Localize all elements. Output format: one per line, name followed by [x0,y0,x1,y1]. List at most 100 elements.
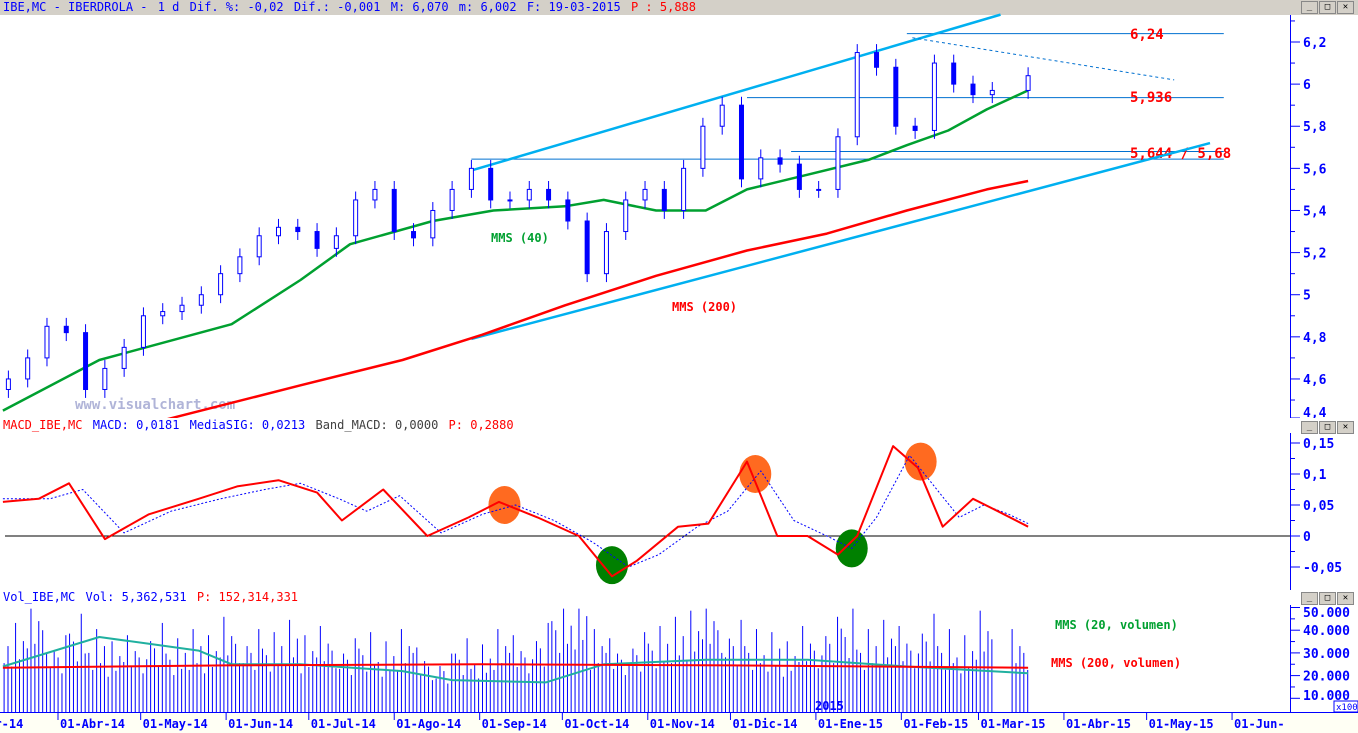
close-button[interactable]: ✕ [1337,1,1354,14]
price-title-bar: IBE,MC - IBERDROLA - 1 d Dif. %: -0,02 D… [0,0,1358,15]
price-axis-line [1290,15,1291,418]
volume-tick-label: 40.000 [1303,624,1350,639]
candle-body [391,188,397,233]
symbol: IBE,MC - IBERDROLA - [3,0,148,14]
candle-body [989,89,995,96]
volume-tick-label: 30.000 [1303,647,1350,662]
close-button[interactable]: ✕ [1337,421,1354,434]
candle-body [796,163,802,190]
macd-value: MACD: 0,0181 [92,418,180,432]
channel-line [471,141,1211,341]
date-label: 01-Ene-15 [818,717,883,731]
candle-body [912,125,918,131]
price-tick-label: 6 [1303,78,1311,93]
macd-tick-label: 0,05 [1303,499,1334,514]
volume-axis-line [1290,604,1291,712]
level-label: 6,24 [1130,27,1164,43]
unit-box [1333,700,1358,713]
candle-body [102,367,108,390]
signal-value: MediaSIG: 0,0213 [189,418,306,432]
candle-body [546,188,552,201]
macd-tick-label: 0 [1303,530,1311,545]
buy-marker [595,546,628,585]
macd-tick-label: 0,15 [1303,437,1334,452]
candle-body [5,378,11,390]
date-label: 01-Jun- [1234,717,1285,731]
candle-body [256,235,262,258]
macd-line [2,445,1029,578]
minimize-button[interactable]: _ [1301,1,1318,14]
candle-body [835,136,841,190]
candle-body [507,199,513,202]
date-label: 01-Mar-15 [981,717,1046,731]
maximize-button[interactable]: □ [1319,421,1336,434]
vol-p: P: 152,314,331 [196,590,299,604]
volume-mms20-line [2,636,1029,684]
price-tick-label: 6,2 [1303,36,1326,51]
candle-body [140,315,146,348]
period: 1 d [157,0,180,14]
candle-body [719,104,725,127]
candle-body [295,226,301,233]
price-tick-label: 5,2 [1303,247,1326,262]
candle-body [449,188,455,211]
candle-body [1025,75,1031,91]
close-button[interactable]: ✕ [1337,592,1354,605]
candle-body [681,167,687,211]
date-label: 01-Abr-15 [1066,717,1131,731]
date-label: 01-Oct-14 [564,717,629,731]
date: F: 19-03-2015 [526,0,621,14]
price-tick-label: 5,8 [1303,120,1327,135]
price-window-buttons: _ □ ✕ [1301,1,1354,14]
maximize-button[interactable]: □ [1319,592,1336,605]
candle-body [179,304,185,313]
candle-body [700,125,706,169]
sell-marker [904,442,937,481]
last-price: P : 5,888 [630,0,696,14]
volume-title-bar: Vol_IBE,MC Vol: 5,362,531 P: 152,314,331 [0,590,1358,605]
candle-body [25,357,31,380]
candle-body [333,235,339,249]
date-label: 01-May-14 [143,717,208,731]
candle-body [951,62,957,85]
candle-body [83,332,89,390]
dif-pct: Dif. %: -0,02 [189,0,284,14]
candle-body [372,188,378,201]
vol-name: Vol_IBE,MC [3,590,76,604]
volume-tick-label: 20.000 [1303,670,1350,685]
macd-window-buttons: _ □ ✕ [1301,421,1354,434]
candle-body [816,188,822,191]
volume-mms20-label: MMS (20, volumen) [1055,618,1178,632]
candle-body [218,273,224,296]
watermark: www.visualchart.com [75,397,235,413]
mms200-line [159,179,1029,423]
candle-body [642,188,648,201]
candle-body [63,325,69,334]
macd-title-bar: MACD_IBE,MC MACD: 0,0181 MediaSIG: 0,021… [0,418,1358,433]
date-label: Mar-14 [0,717,23,731]
dif: Dif.: -0,001 [293,0,381,14]
candle-body [468,167,474,190]
candle-body [931,62,937,131]
candle-body [854,52,860,138]
candle-body [584,220,590,275]
candle-body [353,199,359,237]
candle-body [738,104,744,180]
date-label: 01-Jun-14 [228,717,293,731]
volume-tick-label: 10.000 [1303,689,1350,704]
price-tick-label: 5,4 [1303,204,1327,219]
candle-body [565,199,571,222]
candle-body [488,167,494,201]
minimize-button[interactable]: _ [1301,421,1318,434]
candle-body [661,188,667,211]
candle-body [314,231,320,249]
candle-body [970,83,976,96]
price-tick-label: 5 [1303,289,1311,304]
minimize-button[interactable]: _ [1301,592,1318,605]
maximize-button[interactable]: □ [1319,1,1336,14]
candle-body [758,157,764,180]
min: m: 6,002 [458,0,517,14]
date-label: 01-Dic-14 [732,717,797,731]
candle-body [121,346,127,369]
